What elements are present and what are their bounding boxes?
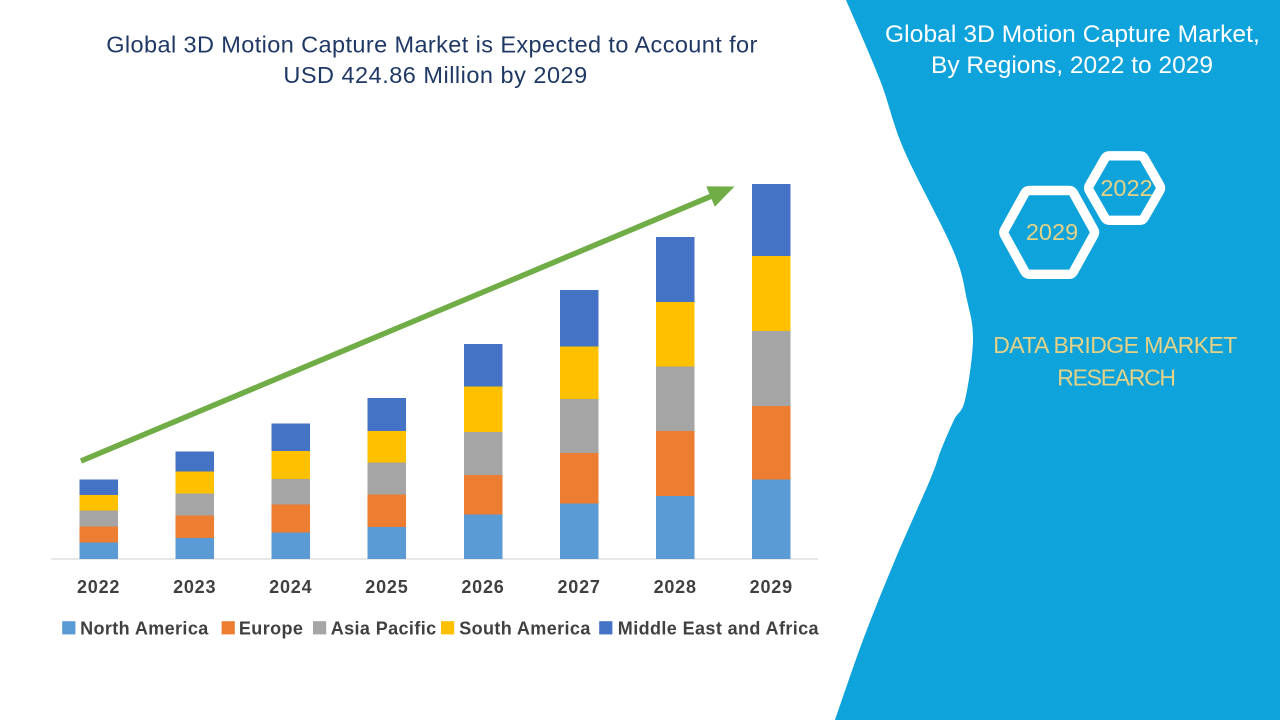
svg-text:2025: 2025 xyxy=(365,577,408,597)
svg-text:North America: North America xyxy=(80,619,209,639)
svg-text:Global 3D Motion Capture Marke: Global 3D Motion Capture Market is Expec… xyxy=(106,32,757,58)
svg-text:2027: 2027 xyxy=(557,577,600,597)
svg-text:2028: 2028 xyxy=(654,577,697,597)
svg-text:2024: 2024 xyxy=(269,577,312,597)
svg-text:RESEARCH: RESEARCH xyxy=(1057,365,1174,391)
svg-text:USD 424.86 Million by 2029: USD 424.86 Million by 2029 xyxy=(283,62,587,88)
svg-text:2029: 2029 xyxy=(1026,219,1078,245)
svg-text:Asia Pacific: Asia Pacific xyxy=(331,619,437,639)
svg-text:2022: 2022 xyxy=(77,577,120,597)
svg-text:2026: 2026 xyxy=(461,577,504,597)
svg-text:By Regions, 2022 to 2029: By Regions, 2022 to 2029 xyxy=(931,52,1213,79)
svg-text:Middle East and Africa: Middle East and Africa xyxy=(618,619,820,639)
svg-text:Global 3D Motion Capture Marke: Global 3D Motion Capture Market, xyxy=(885,21,1260,48)
svg-text:2022: 2022 xyxy=(1100,175,1152,201)
svg-text:2023: 2023 xyxy=(173,577,216,597)
svg-text:DATA BRIDGE MARKET: DATA BRIDGE MARKET xyxy=(993,332,1237,358)
svg-text:2029: 2029 xyxy=(750,577,793,597)
svg-text:South America: South America xyxy=(459,619,591,639)
svg-text:Europe: Europe xyxy=(239,619,303,639)
